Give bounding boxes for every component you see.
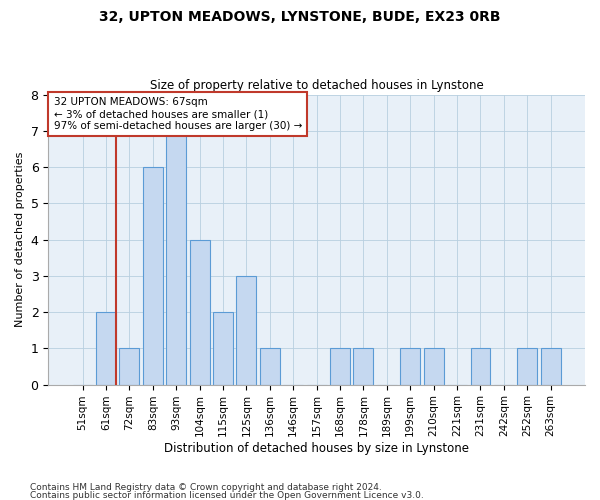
Bar	[119, 348, 139, 384]
Bar	[541, 348, 560, 384]
Bar	[400, 348, 420, 384]
Bar	[213, 312, 233, 384]
Bar	[330, 348, 350, 384]
Text: Contains public sector information licensed under the Open Government Licence v3: Contains public sector information licen…	[30, 490, 424, 500]
Bar	[353, 348, 373, 384]
Bar	[143, 167, 163, 384]
Text: Contains HM Land Registry data © Crown copyright and database right 2024.: Contains HM Land Registry data © Crown c…	[30, 484, 382, 492]
Text: 32, UPTON MEADOWS, LYNSTONE, BUDE, EX23 0RB: 32, UPTON MEADOWS, LYNSTONE, BUDE, EX23 …	[99, 10, 501, 24]
Bar	[166, 131, 186, 384]
Bar	[236, 276, 256, 384]
X-axis label: Distribution of detached houses by size in Lynstone: Distribution of detached houses by size …	[164, 442, 469, 455]
Bar	[470, 348, 490, 384]
Text: 32 UPTON MEADOWS: 67sqm
← 3% of detached houses are smaller (1)
97% of semi-deta: 32 UPTON MEADOWS: 67sqm ← 3% of detached…	[53, 98, 302, 130]
Bar	[424, 348, 443, 384]
Bar	[260, 348, 280, 384]
Bar	[190, 240, 209, 384]
Bar	[517, 348, 537, 384]
Title: Size of property relative to detached houses in Lynstone: Size of property relative to detached ho…	[150, 79, 484, 92]
Y-axis label: Number of detached properties: Number of detached properties	[15, 152, 25, 328]
Bar	[96, 312, 116, 384]
